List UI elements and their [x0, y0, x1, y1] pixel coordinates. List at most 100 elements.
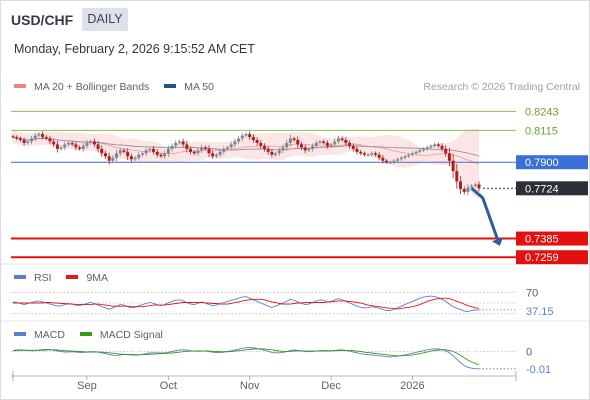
candle-body — [296, 139, 300, 145]
candle-body — [447, 153, 451, 161]
macd-signal-line — [12, 348, 480, 366]
candle-body — [292, 138, 296, 140]
candle-body — [155, 151, 159, 155]
macd-line — [12, 347, 480, 370]
level-label-0-8115: 0.8115 — [525, 125, 558, 137]
candle-body — [333, 141, 337, 145]
macd-tick-label: 0 — [526, 347, 532, 359]
candle-body — [189, 148, 193, 152]
candle-body — [66, 142, 70, 145]
candles-group — [11, 131, 481, 196]
macd-swatch-icon — [14, 332, 26, 337]
candle-body — [229, 144, 233, 148]
candle-body — [52, 141, 56, 145]
candle-body — [377, 154, 381, 158]
candle-body — [11, 136, 15, 138]
candle-body — [122, 150, 126, 152]
candle-body — [314, 142, 318, 146]
candle-body — [381, 157, 385, 161]
candle-body — [129, 156, 133, 160]
macd-last-value-label: -0.01 — [526, 364, 551, 376]
macd-signal-swatch-icon — [79, 332, 92, 337]
candle-body — [444, 148, 448, 154]
candle-body — [96, 144, 100, 149]
candle-body — [48, 138, 52, 142]
candle-body — [244, 134, 248, 136]
candle-body — [355, 148, 359, 152]
candle-body — [274, 153, 278, 155]
candle-body — [81, 145, 85, 149]
candle-body — [429, 145, 433, 148]
candle-body — [344, 139, 348, 143]
forecast-arrowhead-icon — [491, 237, 504, 246]
candle-body — [407, 154, 411, 157]
x-tick-label: Nov — [240, 380, 260, 392]
level-label-0-7900: 0.7900 — [525, 157, 559, 169]
rsi-ma-line — [13, 297, 480, 310]
candle-body — [266, 148, 270, 152]
candle-body — [418, 150, 422, 152]
candle-body — [33, 135, 37, 139]
candle-body — [262, 145, 266, 149]
candle-body — [233, 141, 237, 145]
candle-body — [303, 147, 307, 151]
candle-body — [63, 144, 67, 148]
credit-label: Research © 2026 Trading Central — [423, 81, 580, 93]
candle-body — [359, 151, 363, 154]
candle-body — [477, 184, 481, 189]
legend-macd-signal-label: MACD Signal — [99, 329, 163, 341]
candle-body — [89, 141, 93, 143]
candle-body — [325, 142, 329, 146]
candle-body — [425, 147, 429, 149]
candle-body — [351, 145, 355, 149]
candle-body — [414, 151, 418, 154]
level-label-0-7385: 0.7385 — [525, 234, 559, 246]
candle-body — [270, 151, 274, 155]
timeframe-button[interactable]: DAILY — [82, 8, 128, 31]
candle-body — [111, 157, 115, 161]
legend-rsi-label: RSI — [34, 272, 52, 284]
candle-body — [200, 147, 204, 151]
candle-body — [55, 144, 59, 149]
candle-body — [329, 144, 333, 146]
candle-body — [159, 154, 163, 157]
level-label-0-7259: 0.7259 — [525, 252, 559, 264]
candle-body — [473, 184, 477, 186]
candle-body — [248, 134, 252, 138]
candle-body — [59, 147, 63, 149]
candle-body — [436, 144, 440, 146]
candle-body — [240, 135, 244, 139]
candle-body — [118, 150, 122, 154]
candle-body — [29, 138, 33, 142]
candle-body — [277, 150, 281, 154]
candle-body — [15, 137, 19, 139]
rsi-line — [12, 295, 479, 312]
candle-body — [340, 138, 344, 140]
candle-body — [399, 157, 403, 160]
rsi-last-value-label: 37.15 — [526, 306, 554, 318]
candle-body — [433, 144, 437, 146]
rsi-legend: RSI 9MA — [14, 272, 108, 284]
candle-body — [100, 148, 104, 154]
x-tick-label: Sep — [77, 380, 97, 392]
candle-body — [251, 137, 255, 140]
candle-body — [41, 134, 45, 138]
ma50-swatch-icon — [164, 84, 177, 89]
candle-body — [211, 153, 215, 157]
x-tick-label: Oct — [160, 380, 177, 392]
candle-body — [362, 153, 366, 155]
pivot-tag — [516, 155, 588, 170]
support-tag — [516, 231, 588, 246]
candle-body — [373, 153, 377, 155]
candle-body — [336, 138, 340, 142]
candle-body — [396, 159, 400, 161]
candle-body — [115, 153, 119, 158]
candle-body — [196, 150, 200, 154]
candle-body — [170, 145, 174, 149]
x-tick-label: 2026 — [400, 380, 424, 392]
legend-macd-label: MACD — [34, 329, 65, 341]
macd-legend: MACD MACD Signal — [14, 329, 163, 341]
candle-body — [451, 160, 455, 172]
candle-body — [185, 144, 189, 149]
